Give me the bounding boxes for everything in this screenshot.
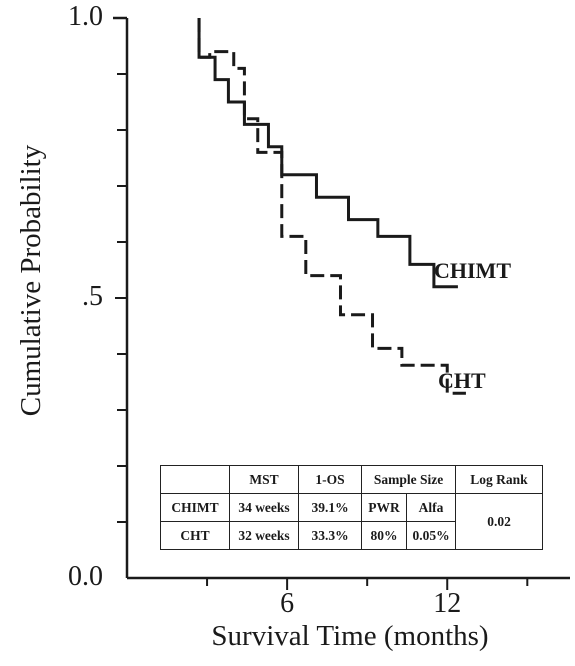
series-label-chimt: CHIMT [434, 258, 511, 283]
series-line-chimt [197, 18, 458, 289]
y-tick-label: 0.0 [68, 561, 103, 592]
table-cell: Sample Size [361, 465, 456, 494]
table-header-row: MST 1-OS Sample Size Log Rank [160, 465, 543, 494]
table-cell: CHIMT [160, 493, 230, 522]
stats-table: MST 1-OS Sample Size Log Rank CHIMT 34 w… [160, 465, 543, 550]
table-row: CHIMT 34 weeks 39.1% PWR Alfa 0.02 [160, 493, 543, 550]
x-tick-label: 6 [280, 588, 295, 619]
y-tick-label: .5 [82, 281, 103, 312]
table-cell: 1-OS [298, 465, 362, 494]
x-axis-label: Survival Time (months) [211, 620, 489, 652]
series-line-cht [197, 18, 466, 395]
table-cell: 80% [361, 521, 407, 550]
table-cell: MST [229, 465, 299, 494]
table-row: CHT 32 weeks 33.3% 80% 0.05% [160, 521, 543, 550]
series-label-cht: CHT [438, 368, 486, 393]
table-cell: 39.1% [298, 493, 362, 522]
table-cell: PWR [361, 493, 407, 522]
axes [113, 16, 570, 590]
table-cell: Log Rank [455, 465, 543, 494]
survival-curves [197, 18, 466, 395]
y-axis-label: Cumulative Probability [15, 144, 48, 416]
table-cell: 0.02 [455, 493, 543, 550]
table-cell: CHT [160, 521, 230, 550]
table-cell [160, 465, 230, 494]
table-cell: 34 weeks [229, 493, 299, 522]
table-cell: Alfa [406, 493, 456, 522]
table-cell: 33.3% [298, 521, 362, 550]
x-tick-label: 12 [433, 588, 462, 619]
y-tick-label: 1.0 [68, 1, 103, 32]
table-cell: 0.05% [406, 521, 456, 550]
table-cell: 32 weeks [229, 521, 299, 550]
y-axis-label-wrap: Cumulative Probability [2, 0, 62, 560]
